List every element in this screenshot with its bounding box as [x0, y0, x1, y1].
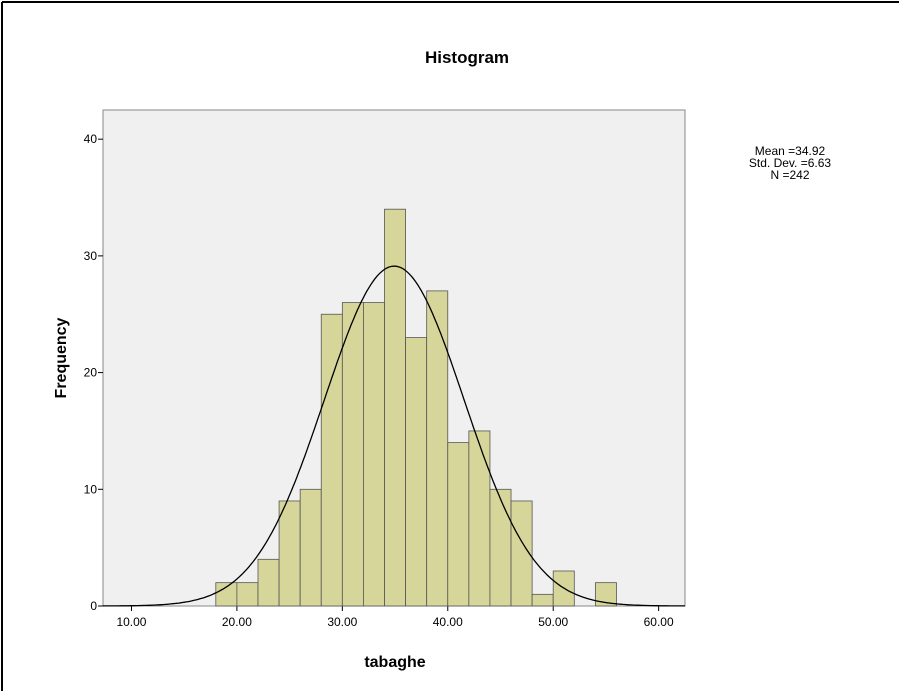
- x-axis-label: tabaghe: [364, 654, 425, 671]
- y-tick-label: 10: [84, 482, 98, 496]
- stat-name: N =: [770, 168, 789, 182]
- y-tick-label: 40: [84, 132, 98, 146]
- stat-label: N =242: [770, 168, 809, 182]
- x-tick-label: 30.00: [327, 615, 357, 629]
- chart-title: Histogram: [425, 48, 509, 67]
- bar: [448, 443, 469, 606]
- bar: [363, 303, 384, 606]
- x-tick-label: 60.00: [644, 615, 674, 629]
- bar: [469, 431, 490, 606]
- bar: [279, 501, 300, 606]
- bar: [406, 338, 427, 606]
- y-axis-label: Frequency: [53, 317, 70, 398]
- bar: [532, 594, 553, 606]
- chart: Histogram Frequency tabaghe Mean =34.92S…: [0, 0, 899, 691]
- x-tick-label: 40.00: [433, 615, 463, 629]
- x-tick-label: 20.00: [222, 615, 252, 629]
- bar: [258, 559, 279, 606]
- y-tick-label: 30: [84, 249, 98, 263]
- stat-value: 6.63: [808, 156, 832, 170]
- bar: [300, 489, 321, 606]
- y-tick-label: 20: [84, 366, 98, 380]
- bar: [490, 489, 511, 606]
- bar: [216, 583, 237, 606]
- x-tick-label: 50.00: [538, 615, 568, 629]
- y-tick-label: 0: [90, 599, 97, 613]
- stat-value: 242: [789, 168, 809, 182]
- bar: [342, 303, 363, 606]
- bar: [427, 291, 448, 606]
- bar: [237, 583, 258, 606]
- x-tick-label: 10.00: [116, 615, 146, 629]
